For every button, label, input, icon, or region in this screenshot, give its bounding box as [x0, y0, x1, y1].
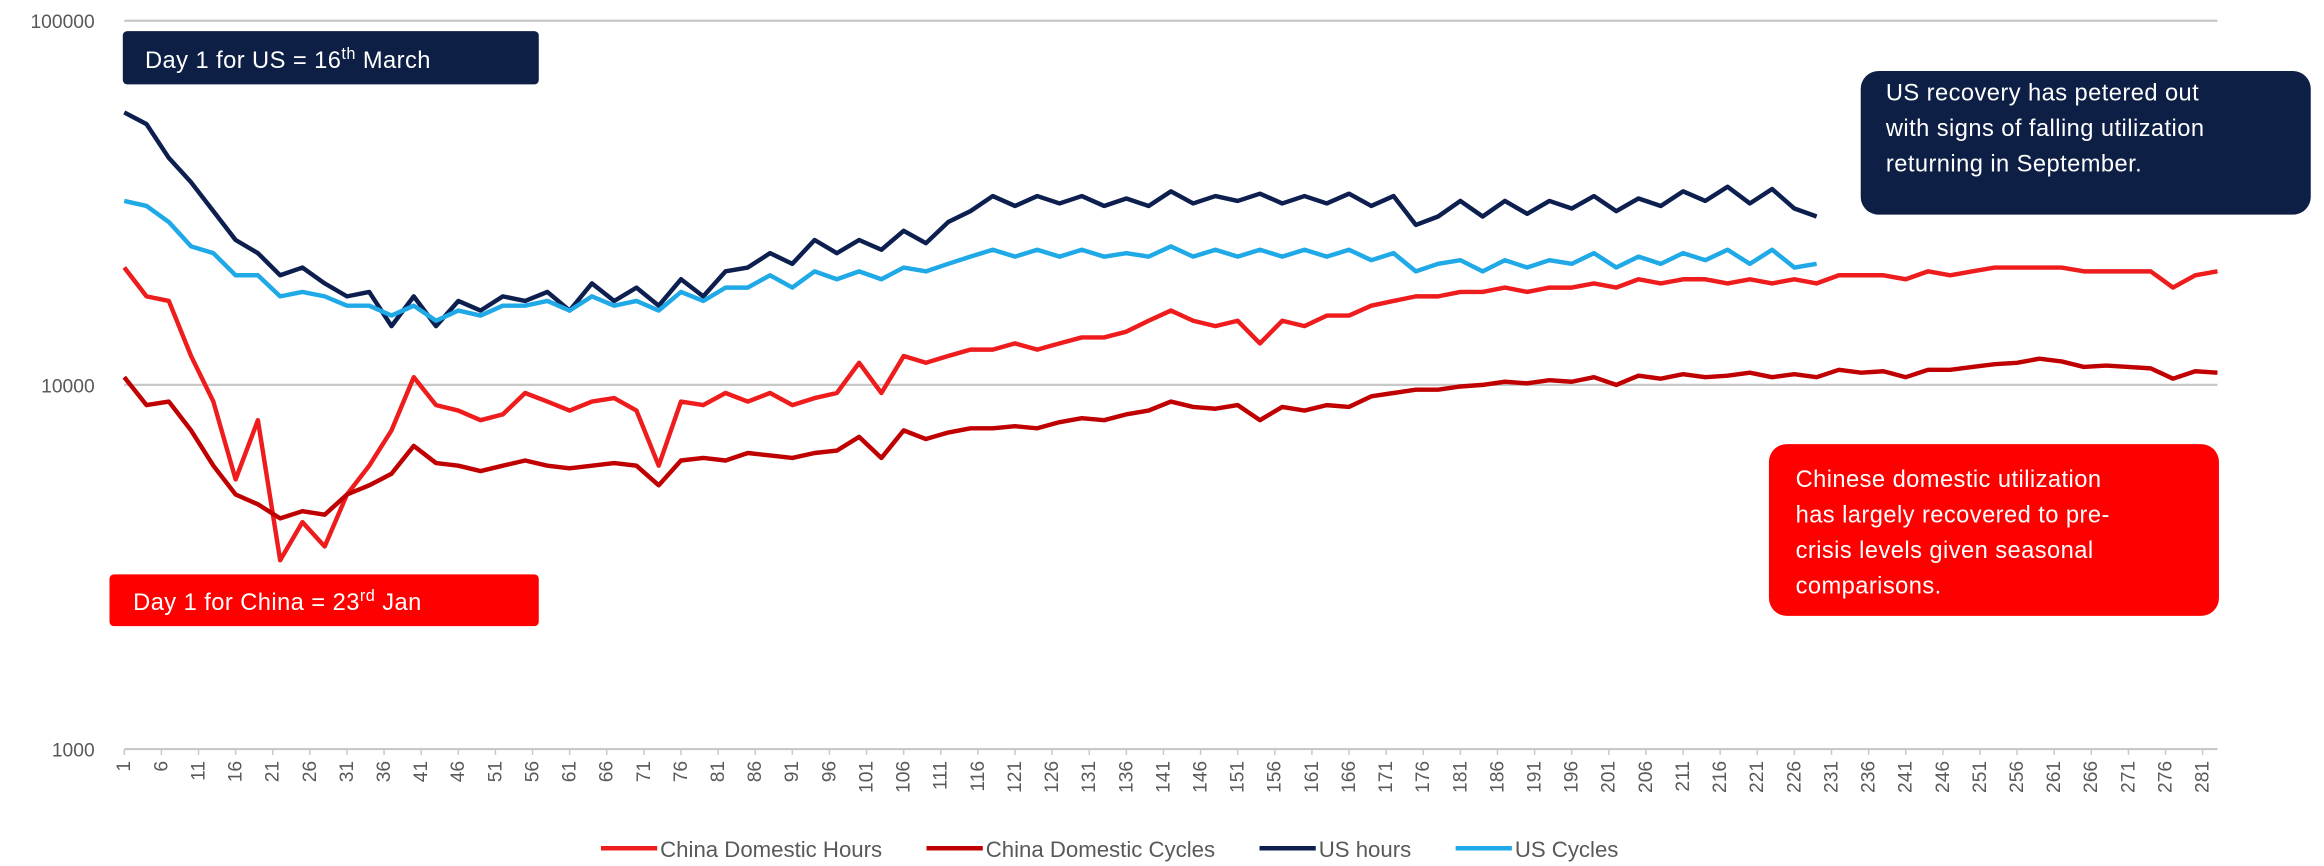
legend-label: US hours	[1319, 837, 1412, 862]
x-tick-label: 251	[1970, 761, 1991, 793]
legend-label: China Domestic Cycles	[986, 837, 1215, 862]
x-tick-label: 116	[968, 761, 989, 792]
annotation-text: Day 1 for US = 16	[145, 48, 341, 74]
legend-label: US Cycles	[1515, 837, 1619, 862]
y-tick-label: 10000	[41, 376, 94, 397]
x-tick-label: 266	[2081, 761, 2102, 793]
x-tick-label: 96	[819, 761, 840, 782]
x-tick-label: 241	[1896, 761, 1917, 793]
x-tick-label: 76	[671, 761, 692, 782]
annotation-sup: th	[341, 45, 355, 63]
annotation-line: with signs of falling utilization	[1885, 116, 2205, 142]
x-tick-label: 36	[374, 761, 395, 782]
annotation-line: comparisons.	[1796, 574, 1942, 600]
annotation-line: returning in September.	[1886, 152, 2142, 178]
x-tick-label: 71	[634, 761, 655, 782]
annotation-line: has largely recovered to pre-	[1796, 503, 2110, 529]
series-line	[122, 356, 2218, 521]
y-tick-label: 1000	[52, 740, 95, 761]
x-tick-label: 41	[411, 761, 432, 782]
x-tick-label: 176	[1413, 761, 1434, 793]
x-tick-label: 21	[263, 761, 284, 782]
annotation-box	[122, 31, 539, 85]
x-tick-label: 16	[226, 761, 247, 782]
x-tick-label: 131	[1079, 761, 1100, 793]
annotation-box	[1768, 444, 2219, 616]
annotation-line: Chinese domestic utilization	[1796, 467, 2102, 493]
series-line	[122, 265, 2218, 563]
annotation-text: Day 1 for China = 23	[133, 590, 360, 616]
x-tick-label: 156	[1265, 761, 1286, 793]
legend-label: China Domestic Hours	[660, 837, 882, 862]
x-tick-label: 226	[1784, 761, 1805, 793]
x-tick-label: 51	[485, 761, 506, 782]
x-tick-label: 186	[1487, 761, 1508, 793]
x-tick-label: 141	[1153, 761, 1174, 793]
annotation-text: Jan	[375, 590, 422, 616]
series-line	[123, 198, 1818, 323]
x-tick-label: 276	[2155, 761, 2176, 793]
x-tick-label: 216	[1710, 761, 1731, 793]
annotation-sup: rd	[360, 587, 375, 605]
x-tick-label: 11	[188, 761, 209, 781]
annotation-line: US recovery has petered out	[1886, 81, 2199, 107]
x-tick-label: 6	[151, 761, 172, 772]
x-tick-label: 91	[782, 761, 803, 782]
x-tick-label: 111	[931, 761, 952, 790]
x-tick-label: 126	[1042, 761, 1063, 793]
x-tick-label: 106	[894, 761, 915, 793]
x-tick-label: 61	[560, 761, 581, 782]
x-tick-label: 31	[337, 761, 358, 782]
x-tick-label: 121	[1005, 761, 1026, 793]
x-tick-label: 221	[1747, 761, 1768, 793]
x-tick-label: 181	[1450, 761, 1471, 793]
x-tick-label: 206	[1636, 761, 1657, 793]
x-tick-label: 1	[114, 761, 135, 772]
x-tick-label: 86	[745, 761, 766, 782]
x-tick-label: 211	[1673, 761, 1694, 792]
x-tick-label: 56	[522, 761, 543, 782]
x-tick-label: 281	[2193, 761, 2214, 793]
x-tick-label: 151	[1228, 761, 1249, 793]
x-tick-label: 101	[856, 761, 877, 793]
x-tick-label: 166	[1339, 761, 1360, 793]
x-tick-label: 171	[1376, 761, 1397, 793]
series-line	[123, 110, 1818, 329]
x-tick-label: 136	[1116, 761, 1137, 793]
annotation: Day 1 for China = 23rd Jan	[133, 587, 422, 616]
annotation-box	[109, 574, 539, 627]
annotation: Day 1 for US = 16th March	[145, 45, 431, 74]
x-tick-label: 261	[2044, 761, 2065, 793]
x-tick-label: 161	[1302, 761, 1323, 793]
annotation-text: March	[356, 48, 431, 74]
x-tick-label: 256	[2007, 761, 2028, 793]
x-tick-label: 236	[1859, 761, 1880, 793]
x-tick-label: 246	[1933, 761, 1954, 793]
x-tick-label: 231	[1821, 761, 1842, 793]
annotation-box	[1860, 71, 2311, 215]
x-tick-label: 196	[1562, 761, 1583, 793]
x-tick-label: 146	[1190, 761, 1211, 793]
x-tick-label: 66	[597, 761, 618, 782]
x-tick-label: 26	[300, 761, 321, 782]
x-tick-label: 81	[708, 761, 729, 782]
x-tick-label: 201	[1599, 761, 1620, 793]
x-tick-label: 271	[2118, 761, 2139, 793]
annotation-line: crisis levels given seasonal	[1796, 538, 2094, 564]
x-tick-label: 191	[1525, 761, 1546, 793]
x-tick-label: 46	[448, 761, 469, 782]
y-tick-label: 100000	[30, 12, 94, 33]
